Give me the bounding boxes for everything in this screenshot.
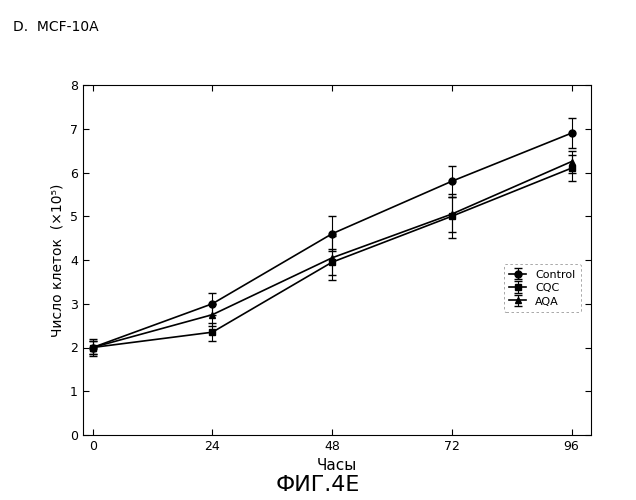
Y-axis label: Число клеток  (×10⁵): Число клеток (×10⁵) [50,184,64,336]
Text: ФИГ.4E: ФИГ.4E [276,475,360,495]
Legend: Control, CQC, AQA: Control, CQC, AQA [504,264,581,312]
X-axis label: Часы: Часы [317,458,357,473]
Text: D.  MCF-10A: D. MCF-10A [13,20,99,34]
